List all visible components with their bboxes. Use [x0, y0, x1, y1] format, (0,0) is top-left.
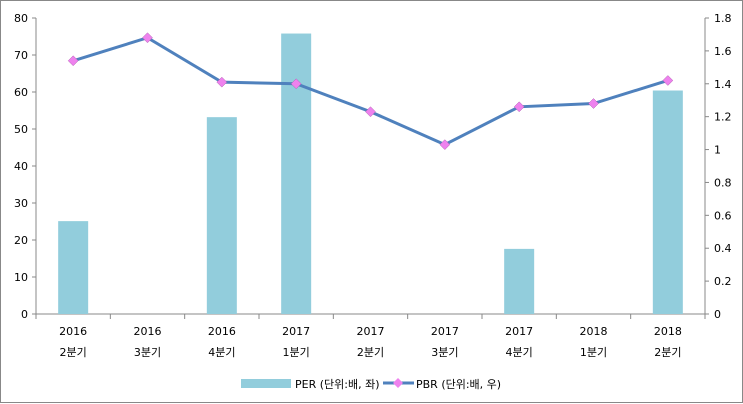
x-tick-label-quarter: 2분기 [357, 346, 384, 359]
per-bar [652, 90, 683, 315]
left-tick-label: 0 [21, 308, 28, 321]
pbr-marker [365, 106, 376, 118]
x-tick-label-year: 2016 [134, 325, 162, 338]
x-tick-label-quarter: 1분기 [283, 346, 310, 359]
per-bar [504, 248, 535, 314]
right-tick-label: 1 [714, 144, 721, 157]
legend-pbr-marker [393, 378, 403, 388]
pbr-line [72, 36, 669, 147]
x-tick-label-year: 2017 [282, 325, 310, 338]
x-tick-label-year: 2018 [654, 325, 682, 338]
left-tick-label: 40 [14, 160, 28, 173]
x-tick-label-quarter: 2분기 [654, 346, 681, 359]
x-tick-label-quarter: 1분기 [580, 346, 607, 359]
pbr-marker [142, 32, 153, 44]
pbr-marker [513, 101, 525, 113]
x-tick-label-quarter: 4분기 [208, 346, 235, 359]
x-tick-label-quarter: 3분기 [431, 346, 458, 359]
right-tick-label: 0.6 [714, 209, 732, 222]
right-tick-label: 0.8 [714, 176, 732, 189]
legend-pbr-label: PBR (단위:배, 우) [416, 378, 501, 391]
x-tick-label-year: 2017 [505, 325, 533, 338]
left-tick-label: 60 [14, 86, 28, 99]
pbr-marker [439, 139, 451, 150]
x-tick-label-year: 2016 [59, 325, 87, 338]
left-tick-label: 20 [14, 234, 28, 247]
right-tick-label: 1.8 [714, 12, 732, 25]
x-tick-label-year: 2017 [357, 325, 385, 338]
right-tick-label: 1.4 [714, 78, 732, 91]
x-tick-label-quarter: 2분기 [60, 346, 87, 359]
right-tick-label: 0 [714, 308, 721, 321]
x-tick-label-quarter: 4분기 [506, 346, 533, 359]
right-tick-label: 0.4 [714, 242, 732, 255]
left-tick-label: 30 [14, 197, 28, 210]
pbr-marker [216, 76, 228, 88]
legend-per-label: PER (단위:배, 좌) [295, 378, 380, 391]
per-bar [58, 221, 89, 314]
left-tick-label: 80 [14, 12, 28, 25]
right-tick-label: 1.6 [714, 45, 732, 58]
pbr-marker [290, 78, 302, 90]
per-bar [206, 117, 237, 314]
x-tick-label-year: 2018 [580, 325, 608, 338]
x-tick-label-year: 2016 [208, 325, 236, 338]
pbr-marker [588, 98, 599, 109]
x-tick-label-year: 2017 [431, 325, 459, 338]
x-tick-label-quarter: 3분기 [134, 346, 161, 359]
per-bar [281, 33, 312, 314]
left-tick-label: 70 [14, 49, 28, 62]
right-tick-label: 0.2 [714, 275, 732, 288]
right-tick-label: 1.2 [714, 111, 732, 124]
left-tick-label: 10 [14, 271, 28, 284]
left-tick-label: 50 [14, 123, 28, 136]
pbr-marker [662, 75, 674, 86]
legend-per-swatch [241, 379, 291, 388]
pbr-marker [67, 55, 79, 67]
